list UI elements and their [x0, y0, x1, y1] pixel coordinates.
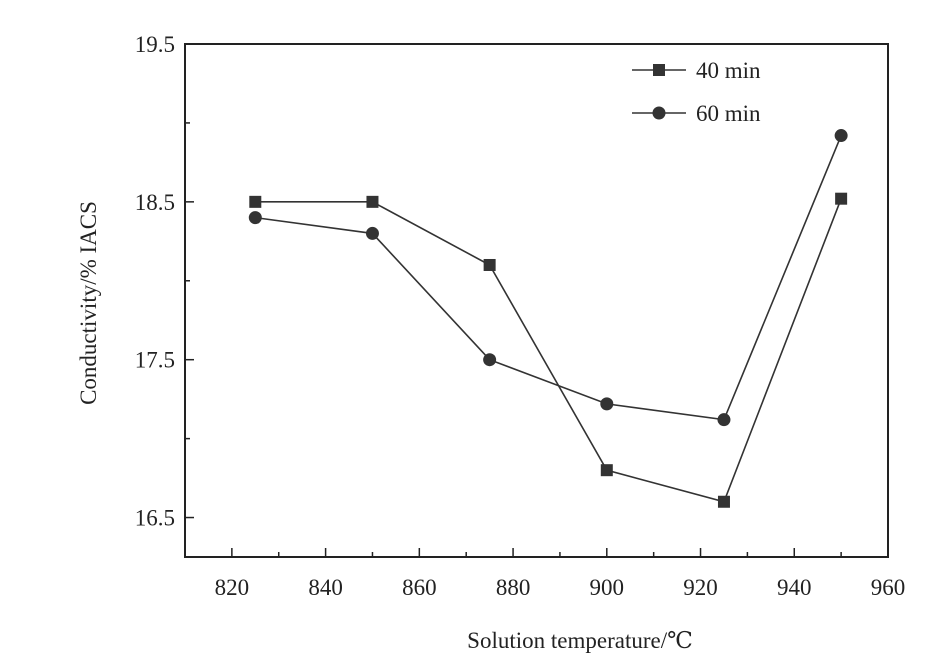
y-axis-ticks: 16.5 17.5 18.5 19.5 — [135, 32, 194, 531]
x-tick-label: 880 — [496, 575, 531, 600]
x-axis-label: Solution temperature/℃ — [467, 628, 693, 653]
data-point-square — [249, 195, 262, 208]
series-line — [255, 198, 842, 503]
legend: 40 min 60 min — [632, 58, 761, 126]
x-tick-label: 960 — [871, 575, 906, 600]
data-point-circle — [600, 397, 614, 411]
plot-border — [184, 43, 889, 558]
data-point-circle — [248, 211, 262, 225]
series-line — [255, 135, 842, 421]
data-point-square — [835, 192, 848, 205]
x-tick-label: 900 — [590, 575, 625, 600]
y-tick-label: 19.5 — [135, 32, 175, 57]
y-tick-label: 16.5 — [135, 506, 175, 531]
data-point-square — [366, 195, 379, 208]
data-point-circle — [717, 413, 731, 427]
data-point-square — [717, 495, 730, 508]
data-point-square — [483, 258, 496, 271]
series-1 — [249, 192, 848, 508]
y-tick-label: 18.5 — [135, 190, 175, 215]
legend-item-1: 40 min — [632, 58, 761, 83]
data-point-circle — [834, 129, 848, 143]
series-2 — [248, 129, 848, 427]
y-axis-label: Conductivity/% IACS — [76, 201, 101, 405]
x-tick-label: 820 — [215, 575, 250, 600]
data-point-square — [600, 464, 613, 477]
x-tick-label: 840 — [308, 575, 343, 600]
x-tick-label: 940 — [777, 575, 812, 600]
x-tick-label: 860 — [402, 575, 437, 600]
data-point-circle — [483, 353, 497, 367]
x-tick-label: 920 — [683, 575, 718, 600]
data-point-circle — [365, 226, 379, 240]
y-tick-label: 17.5 — [135, 348, 175, 373]
series-layer — [248, 129, 848, 508]
legend-item-2: 60 min — [632, 101, 761, 126]
legend-marker-square — [653, 64, 665, 76]
x-axis-ticks: 820 840 860 880 900 920 940 960 — [184, 548, 906, 600]
legend-marker-circle — [652, 106, 666, 120]
legend-label: 40 min — [696, 58, 761, 83]
legend-label: 60 min — [696, 101, 761, 126]
plot-frame — [184, 43, 889, 558]
